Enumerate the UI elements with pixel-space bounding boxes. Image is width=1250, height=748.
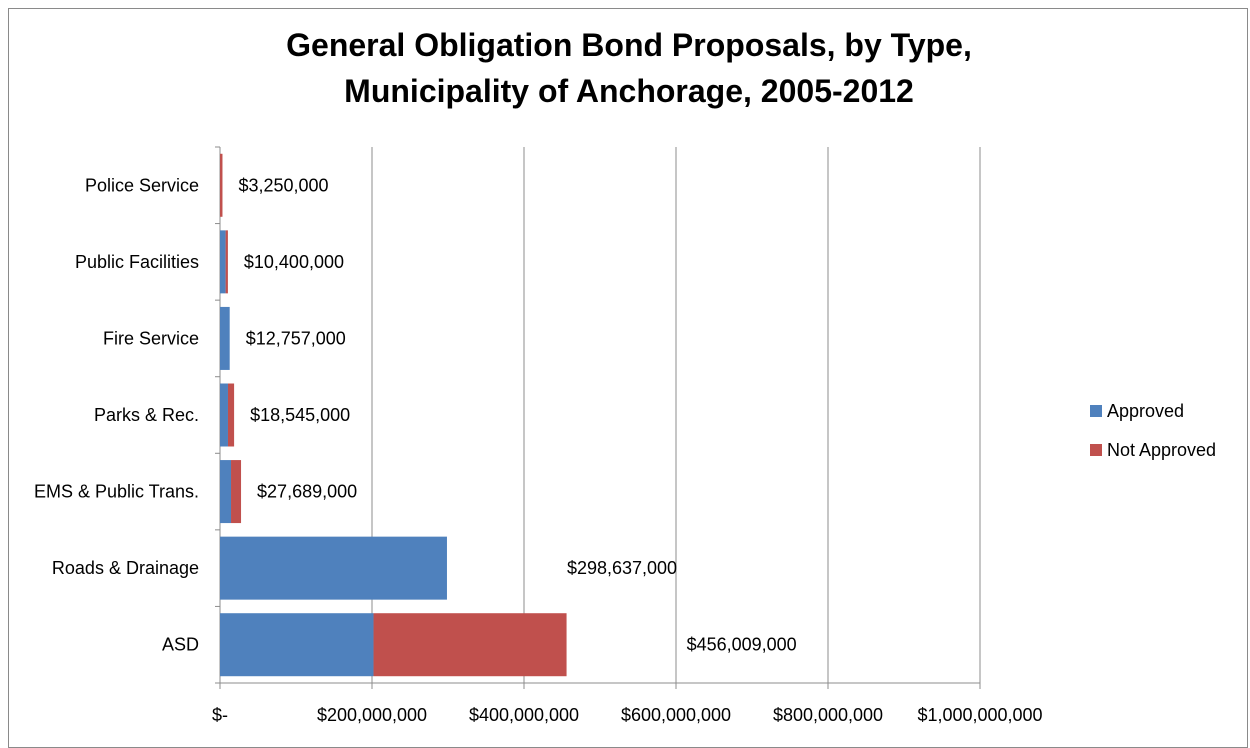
x-tick-label-1: $200,000,000 <box>317 705 427 725</box>
chart-title: General Obligation Bond Proposals, by Ty… <box>0 22 1250 114</box>
category-label-5: Roads & Drainage <box>52 558 199 578</box>
x-tick-label-0: $- <box>212 705 228 725</box>
legend-label-0: Approved <box>1107 401 1184 421</box>
legend-swatch-1 <box>1090 444 1102 456</box>
legend-swatch-0 <box>1090 405 1102 417</box>
bar-not-approved-4 <box>231 460 242 524</box>
bar-approved-6 <box>220 613 374 677</box>
bar-not-approved-0 <box>220 153 223 217</box>
category-label-2: Fire Service <box>103 328 199 348</box>
data-label-1: $10,400,000 <box>244 252 344 272</box>
data-label-5: $298,637,000 <box>567 558 677 578</box>
bar-not-approved-3 <box>227 383 235 447</box>
chart-title-line-1: General Obligation Bond Proposals, by Ty… <box>286 27 972 63</box>
chart-title-line-2: Municipality of Anchorage, 2005-2012 <box>344 73 914 109</box>
data-label-3: $18,545,000 <box>250 405 350 425</box>
bar-approved-3 <box>220 383 228 447</box>
bar-approved-4 <box>220 460 232 524</box>
category-label-6: ASD <box>162 635 199 655</box>
bar-not-approved-6 <box>373 613 567 677</box>
data-label-4: $27,689,000 <box>257 482 357 502</box>
bar-approved-5 <box>220 536 447 600</box>
category-label-3: Parks & Rec. <box>94 405 199 425</box>
category-label-4: EMS & Public Trans. <box>34 482 199 502</box>
legend-label-1: Not Approved <box>1107 440 1216 460</box>
bar-approved-2 <box>220 306 230 370</box>
x-tick-label-4: $800,000,000 <box>773 705 883 725</box>
bar-not-approved-1 <box>225 230 228 294</box>
chart-frame <box>8 8 1248 748</box>
data-label-2: $12,757,000 <box>246 328 346 348</box>
data-label-0: $3,250,000 <box>238 175 328 195</box>
x-tick-label-2: $400,000,000 <box>469 705 579 725</box>
x-tick-label-3: $600,000,000 <box>621 705 731 725</box>
data-label-6: $456,009,000 <box>687 635 797 655</box>
x-tick-label-5: $1,000,000,000 <box>917 705 1042 725</box>
category-label-1: Public Facilities <box>75 252 199 272</box>
category-label-0: Police Service <box>85 175 199 195</box>
bar-approved-1 <box>220 230 226 294</box>
